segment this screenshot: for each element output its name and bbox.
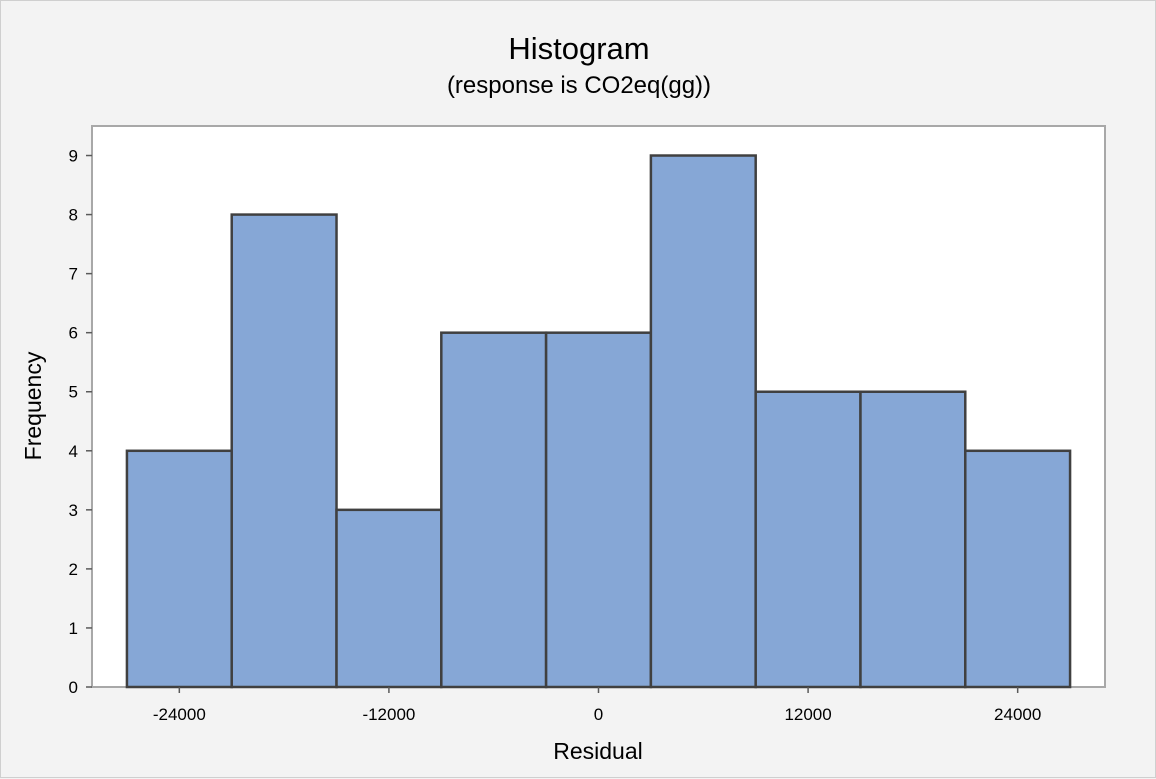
histogram-bar-9 [964, 449, 1072, 689]
histogram-bars [125, 154, 1072, 689]
y-tick-label-0: 0 [69, 678, 78, 697]
y-axis-label: Frequency [20, 351, 46, 460]
y-tick-label-3: 3 [69, 501, 78, 520]
y-tick-label-1: 1 [69, 619, 78, 638]
y-tick-label-5: 5 [69, 383, 78, 402]
y-tick-label-6: 6 [69, 324, 78, 343]
x-tick-label-4: 24000 [994, 705, 1041, 724]
histogram-bar-5 [544, 331, 653, 689]
x-tick-label-0: -24000 [153, 705, 206, 724]
histogram-bar-4 [440, 331, 548, 689]
histogram-bar-7 [754, 390, 862, 689]
y-tick-label-8: 8 [69, 206, 78, 225]
chart-title: Histogram [508, 31, 649, 66]
y-tick-label-2: 2 [69, 560, 78, 579]
x-axis-label: Residual [553, 738, 643, 764]
x-axis: -24000 -12000 0 12000 24000 [153, 687, 1041, 724]
y-tick-label-4: 4 [69, 442, 78, 461]
x-tick-label-3: 12000 [784, 705, 831, 724]
histogram-bar-6 [649, 154, 757, 689]
y-axis: 0 1 2 3 4 5 6 7 8 9 [69, 147, 92, 697]
chart-subtitle: (response is CO2eq(gg)) [447, 72, 711, 99]
x-tick-label-2: 0 [594, 705, 603, 724]
histogram-bar-3 [335, 508, 443, 689]
x-tick-label-1: -12000 [362, 705, 415, 724]
histogram-bar-1 [125, 449, 233, 689]
y-tick-label-9: 9 [69, 147, 78, 166]
histogram-bar-2 [230, 213, 338, 689]
y-tick-label-7: 7 [69, 265, 78, 284]
histogram-bar-8 [859, 390, 967, 689]
